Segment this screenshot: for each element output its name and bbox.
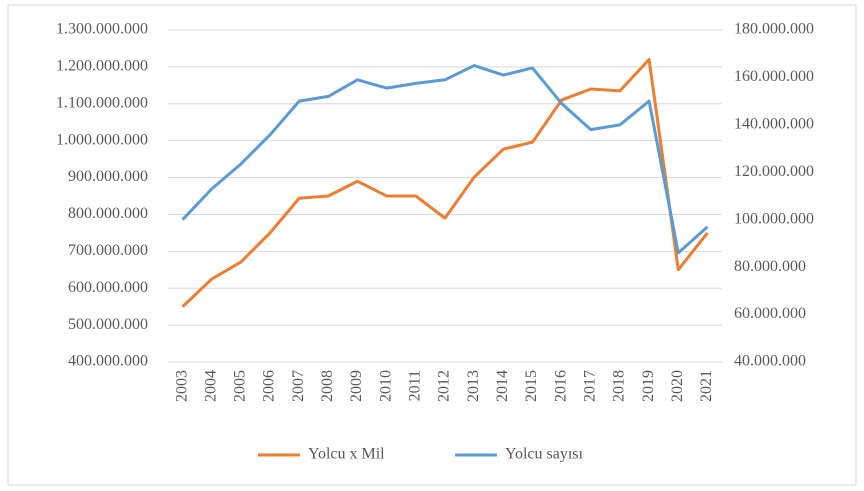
x-tick-label: 2005 — [232, 370, 249, 402]
y2-tick-label: 100.000.000 — [734, 210, 814, 227]
legend-label: Yolcu sayısı — [505, 446, 584, 463]
series-line — [181, 58, 709, 308]
x-tick-label: 2015 — [523, 370, 540, 402]
y2-tick-label: 120.000.000 — [734, 163, 814, 180]
x-tick-label: 2011 — [407, 370, 424, 401]
x-tick-label: 2021 — [698, 370, 715, 402]
legend-label: Yolcu x Mil — [308, 446, 385, 463]
y-tick-label: 500.000.000 — [68, 316, 148, 333]
y-tick-label: 1.200.000.000 — [56, 58, 148, 75]
y-tick-label: 700.000.000 — [68, 242, 148, 259]
x-tick-label: 2012 — [436, 370, 453, 402]
y2-tick-label: 60.000.000 — [734, 305, 806, 322]
series-line — [181, 64, 709, 255]
y-tick-label: 600.000.000 — [68, 279, 148, 296]
x-tick-label: 2006 — [261, 370, 278, 402]
x-tick-label: 2009 — [348, 370, 365, 402]
x-tick-label: 2014 — [494, 370, 511, 402]
x-tick-label: 2013 — [465, 370, 482, 402]
y2-tick-label: 160.000.000 — [734, 68, 814, 85]
x-tick-label: 2004 — [202, 370, 219, 402]
x-tick-label: 2017 — [581, 370, 598, 402]
x-tick-label: 2019 — [640, 370, 657, 402]
y2-tick-label: 140.000.000 — [734, 116, 814, 133]
x-tick-label: 2016 — [552, 370, 569, 402]
x-tick-label: 2008 — [319, 370, 336, 402]
y-tick-label: 1.100.000.000 — [56, 94, 148, 111]
chart-border — [7, 4, 857, 486]
x-tick-label: 2018 — [611, 370, 628, 402]
x-tick-label: 2007 — [290, 370, 307, 402]
y2-tick-label: 180.000.000 — [734, 21, 814, 38]
y-tick-label: 900.000.000 — [68, 168, 148, 185]
x-tick-label: 2003 — [173, 370, 190, 402]
y2-tick-label: 80.000.000 — [734, 258, 806, 275]
y-tick-label: 400.000.000 — [68, 353, 148, 370]
y-tick-label: 1.300.000.000 — [56, 21, 148, 38]
y-tick-label: 800.000.000 — [68, 205, 148, 222]
y-tick-label: 1.000.000.000 — [56, 131, 148, 148]
x-tick-label: 2020 — [669, 370, 686, 402]
x-tick-label: 2010 — [377, 370, 394, 402]
y2-tick-label: 40.000.000 — [734, 353, 806, 370]
